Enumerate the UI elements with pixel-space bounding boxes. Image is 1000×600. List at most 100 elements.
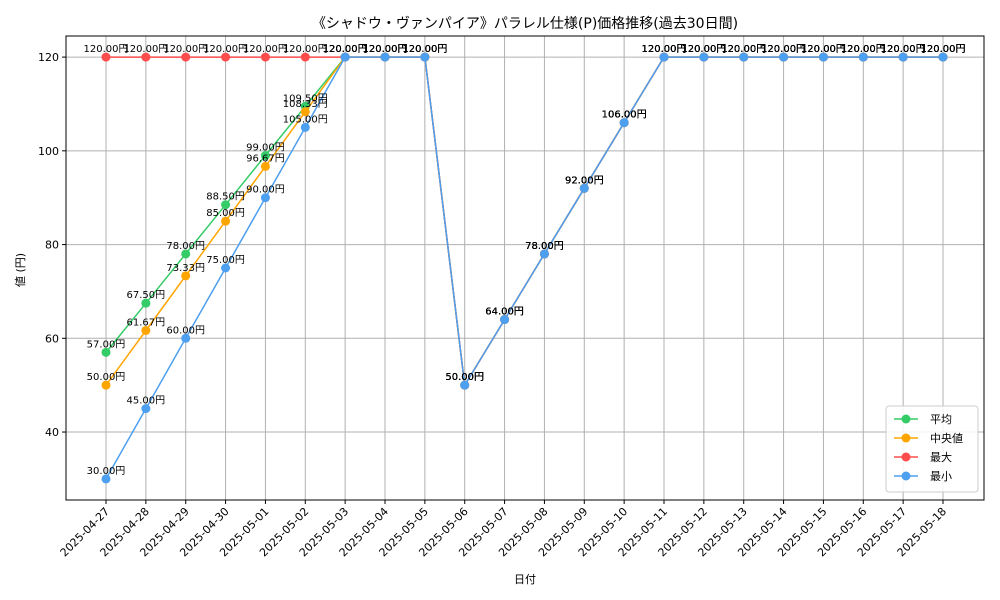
data-label: 50.00円 — [445, 372, 484, 383]
plot-frame — [65, 35, 985, 501]
data-label: 78.00円 — [525, 241, 564, 252]
data-point — [260, 161, 270, 171]
data-label: 92.00円 — [565, 175, 604, 186]
data-label: 120.00円 — [801, 44, 846, 55]
data-point — [539, 249, 549, 259]
data-label: 64.00円 — [485, 307, 524, 318]
data-point — [260, 193, 270, 203]
data-label: 120.00円 — [761, 44, 806, 55]
data-label: 120.00円 — [761, 44, 806, 55]
data-label: 90.00円 — [246, 185, 285, 196]
data-label: 106.00円 — [602, 110, 647, 121]
data-point — [779, 52, 789, 62]
data-label: 45.00円 — [127, 396, 166, 407]
data-label: 120.00円 — [642, 44, 687, 55]
data-point — [221, 52, 231, 62]
data-point — [300, 122, 310, 132]
data-point — [141, 325, 151, 335]
data-label: 120.00円 — [801, 44, 846, 55]
data-label: 120.00円 — [681, 44, 726, 55]
data-label: 106.00円 — [602, 110, 647, 121]
data-label: 120.00円 — [721, 44, 766, 55]
data-point — [141, 298, 151, 308]
data-point — [101, 380, 111, 390]
data-point — [818, 52, 828, 62]
data-label: 92.00円 — [565, 175, 604, 186]
data-point — [141, 52, 151, 62]
legend-swatch-marker — [901, 471, 911, 481]
y-tick-label: 40 — [45, 426, 59, 439]
data-label: 57.00円 — [87, 339, 126, 350]
data-label: 30.00円 — [87, 466, 126, 477]
data-point — [181, 333, 191, 343]
data-point — [141, 404, 151, 414]
legend-entry: 最大 — [930, 450, 952, 464]
series-line-1 — [105, 56, 943, 388]
data-point — [938, 52, 948, 62]
data-label: 120.00円 — [642, 44, 687, 55]
data-label: 120.00円 — [642, 44, 687, 55]
data-point — [420, 52, 430, 62]
data-label: 120.00円 — [881, 44, 926, 55]
data-label: 64.00円 — [485, 307, 524, 318]
data-label: 120.00円 — [801, 44, 846, 55]
data-label: 75.00円 — [206, 255, 245, 266]
data-label: 120.00円 — [323, 44, 368, 55]
data-label: 120.00円 — [761, 44, 806, 55]
data-label: 120.00円 — [721, 44, 766, 55]
data-label: 120.00円 — [203, 44, 248, 55]
series-layer — [101, 52, 948, 484]
data-label: 120.00円 — [283, 44, 328, 55]
data-point — [221, 200, 231, 210]
data-label: 99.00円 — [246, 143, 285, 154]
data-label: 120.00円 — [921, 44, 966, 55]
data-label: 108.33円 — [283, 99, 328, 110]
data-label: 88.50円 — [206, 192, 245, 203]
data-label: 120.00円 — [323, 44, 368, 55]
data-labels: 57.00円 67.50円 78.00円 88.50円 99.00円 109.50円 120… — [84, 44, 966, 477]
data-label: 120.00円 — [841, 44, 886, 55]
data-point — [300, 107, 310, 117]
y-axis-label: 値 (円) — [14, 253, 27, 287]
data-label: 106.00円 — [602, 110, 647, 121]
x-axis-label: 日付 — [514, 573, 536, 586]
data-point — [101, 52, 111, 62]
legend-swatch-marker — [901, 433, 911, 443]
data-point — [898, 52, 908, 62]
y-tick-label: 80 — [45, 239, 59, 252]
data-label: 120.00円 — [163, 44, 208, 55]
data-label: 120.00円 — [402, 44, 447, 55]
data-label: 120.00円 — [881, 44, 926, 55]
data-label: 50.00円 — [445, 372, 484, 383]
data-label: 120.00円 — [921, 44, 966, 55]
data-point — [659, 52, 669, 62]
data-point — [300, 52, 310, 62]
data-label: 60.00円 — [166, 325, 205, 336]
data-label: 120.00円 — [841, 44, 886, 55]
legend-entry: 平均 — [930, 413, 952, 426]
data-label: 78.00円 — [525, 241, 564, 252]
data-point — [181, 271, 191, 281]
axes: 2025-04-272025-04-282025-04-292025-04-30… — [38, 51, 949, 559]
data-label: 50.00円 — [445, 372, 484, 383]
data-point — [380, 52, 390, 62]
legend-swatch-marker — [901, 452, 911, 462]
data-label: 120.00円 — [642, 44, 687, 55]
series-line-2 — [106, 56, 943, 388]
legend-entry: 最小 — [930, 470, 952, 483]
y-tick-label: 120 — [38, 51, 59, 64]
data-point — [260, 52, 270, 62]
data-label: 120.00円 — [363, 44, 408, 55]
data-point — [579, 183, 589, 193]
y-tick-label: 100 — [38, 145, 59, 158]
data-label: 120.00円 — [123, 44, 168, 55]
data-label: 64.00円 — [485, 307, 524, 318]
data-label: 96.67円 — [246, 153, 285, 164]
data-label: 85.00円 — [206, 208, 245, 219]
data-point — [739, 52, 749, 62]
data-point — [858, 52, 868, 62]
data-point — [460, 380, 470, 390]
data-label: 120.00円 — [402, 44, 447, 55]
data-label: 120.00円 — [681, 44, 726, 55]
data-label: 120.00円 — [323, 44, 368, 55]
